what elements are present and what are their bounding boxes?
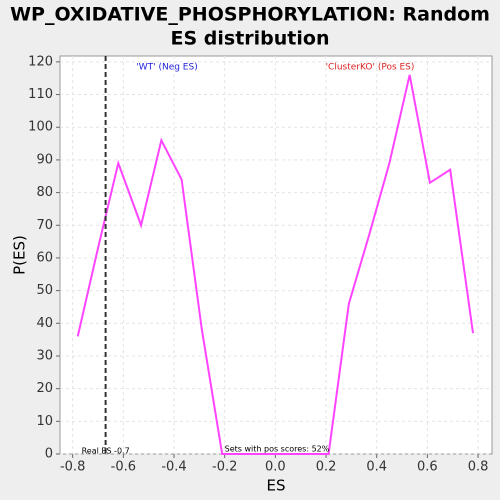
pos-label: 'ClusterKO' (Pos ES) — [326, 63, 415, 73]
y-tick-label: 110 — [28, 87, 53, 102]
y-tick-label: 20 — [36, 381, 53, 396]
y-tick-label: 120 — [28, 54, 53, 69]
plot-area — [59, 55, 493, 455]
y-tick-label: 30 — [36, 348, 53, 363]
y-tick-label: 10 — [36, 414, 53, 429]
x-tick-label: 0.0 — [265, 460, 286, 475]
y-tick-label: 0 — [45, 447, 53, 462]
pos-scores-label: Sets with pos scores: 52% — [225, 445, 330, 454]
x-tick-label: -0.6 — [111, 460, 136, 475]
y-tick-label: 70 — [36, 218, 53, 233]
y-tick-label: 60 — [36, 250, 53, 265]
chart-subtitle: ES distribution — [171, 28, 330, 50]
x-tick-label: 0.8 — [468, 460, 489, 475]
x-tick-label: -0.8 — [60, 460, 85, 475]
x-tick-label: 0.6 — [417, 460, 438, 475]
y-tick-label: 50 — [36, 283, 53, 298]
line — [76, 74, 474, 455]
y-tick-label: 90 — [36, 152, 53, 167]
chart-title: WP_OXIDATIVE_PHOSPHORYLATION: Random — [10, 4, 490, 26]
x-tick-label: 0.4 — [366, 460, 387, 475]
y-tick-label: 40 — [36, 316, 53, 331]
y-axis-label: P(ES) — [11, 235, 29, 275]
neg-label: 'WT' (Neg ES) — [136, 63, 197, 73]
real-es-label: Real ES -0.7 — [82, 447, 130, 456]
y-tick-label: 80 — [36, 185, 53, 200]
y-tick-label: 100 — [28, 120, 53, 135]
x-tick-label: -0.2 — [212, 460, 237, 475]
x-axis-label: ES — [267, 477, 286, 495]
x-tick-label: 0.2 — [316, 460, 337, 475]
x-tick-label: -0.4 — [161, 460, 186, 475]
